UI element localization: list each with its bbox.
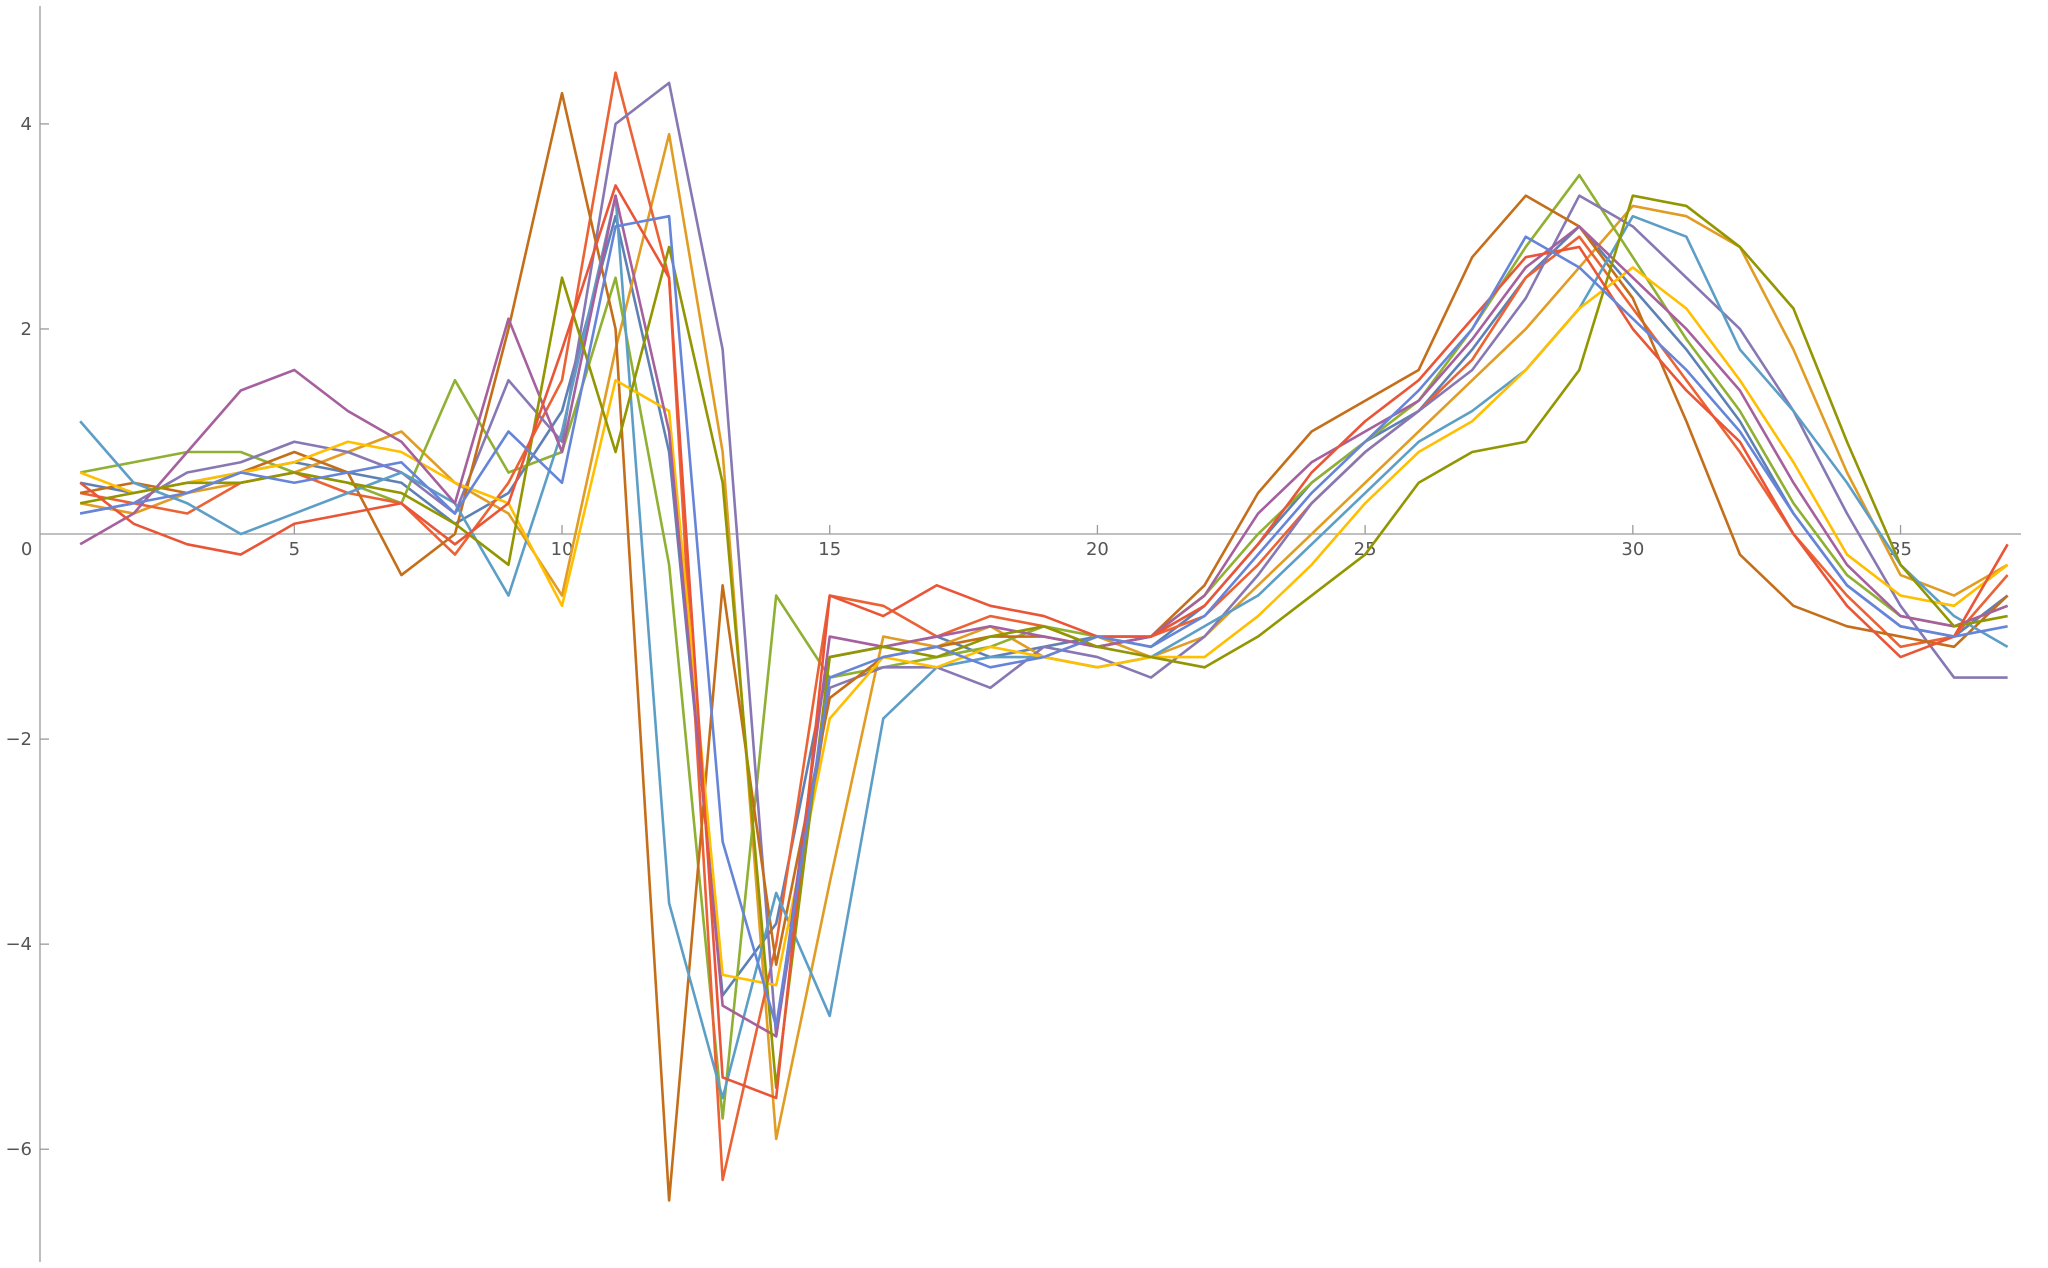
x-tick-label: 20 (1086, 539, 1109, 560)
series-line (79, 194, 2009, 1038)
series-line (79, 194, 2008, 1089)
y-tick-label: 2 (21, 319, 32, 340)
x-tick-label: 10 (551, 539, 574, 560)
series-line (79, 214, 2009, 997)
x-tick-label: 15 (818, 539, 841, 560)
y-tick-label: −6 (5, 1139, 32, 1160)
x-tick-label: 25 (1354, 539, 1377, 560)
series-line (79, 184, 2009, 1100)
x-tick-label: 30 (1621, 539, 1644, 560)
x-tick-label: 0 (21, 539, 32, 560)
series-line (79, 81, 2008, 1038)
y-tick-label: −4 (5, 934, 32, 955)
y-tick-label: 4 (21, 114, 32, 135)
y-tick-label: −2 (5, 729, 32, 750)
series-line (79, 214, 2008, 1028)
x-tick-label: 5 (289, 539, 300, 560)
